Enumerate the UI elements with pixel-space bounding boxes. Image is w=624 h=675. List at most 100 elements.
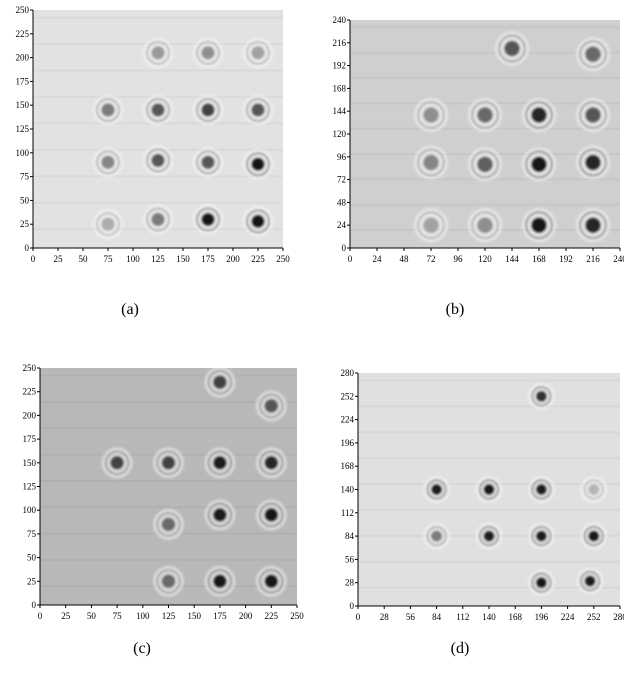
x-tick-label: 72 [427,254,436,264]
heatmap-spot [522,208,556,243]
y-tick-label: 96 [337,152,347,162]
heatmap-spot [153,565,184,597]
y-tick-label: 0 [25,243,30,253]
heatmap-spot [153,509,184,540]
x-tick-label: 240 [613,254,624,264]
heatmap-spot [414,145,448,180]
x-tick-label: 250 [276,254,290,264]
y-tick-label: 240 [333,15,347,25]
y-tick-label: 216 [333,38,347,48]
heatmap-spot [255,499,287,531]
x-tick-label: 125 [151,254,165,264]
heatmap-spot [475,476,503,503]
x-tick-label: 168 [532,254,546,264]
y-tick-label: 125 [16,124,30,134]
y-tick-label: 250 [16,5,30,15]
heatmap-spot [414,208,448,243]
y-tick-label: 48 [337,197,347,207]
heatmap-spot [204,499,236,531]
heatmap-spot [423,476,450,503]
x-tick-label: 96 [454,254,464,264]
heatmap-spot [528,522,555,550]
y-tick-label: 0 [350,601,355,611]
heatmap-spot [580,476,607,503]
heatmap-spot [576,37,610,72]
y-tick-label: 225 [16,29,30,39]
heatmap-spot [93,147,123,178]
heatmap-spot [495,31,529,66]
x-tick-label: 192 [559,254,573,264]
y-tick-label: 125 [23,482,37,492]
heatmap-spot [414,98,448,132]
heatmap-spot [93,209,123,240]
x-tick-label: 216 [586,254,600,264]
heatmap-spot [528,383,555,410]
chart-axes [347,19,621,251]
y-tick-label: 25 [20,219,30,229]
heatmap-spot [93,94,123,125]
y-tick-label: 175 [23,434,37,444]
x-tick-label: 50 [87,611,97,621]
heatmap-spot [576,98,610,132]
x-tick-label: 200 [226,254,240,264]
heatmap-spot [193,37,223,68]
x-tick-label: 112 [456,612,469,622]
x-tick-label: 28 [380,612,390,622]
y-tick-label: 175 [16,76,30,86]
x-tick-label: 175 [213,611,227,621]
x-tick-label: 175 [201,254,215,264]
x-tick-label: 150 [187,611,201,621]
y-tick-label: 100 [16,148,30,158]
x-tick-label: 50 [79,254,89,264]
y-tick-label: 50 [20,195,30,205]
x-tick-label: 100 [126,254,140,264]
heatmap-spot [576,145,610,180]
x-tick-label: 24 [373,254,383,264]
heatmap-spot [204,368,236,398]
x-tick-label: 144 [505,254,519,264]
x-tick-label: 48 [400,254,410,264]
chart-axes [355,372,621,609]
x-tick-label: 25 [54,254,64,264]
heatmap-spot [580,522,607,550]
chart-axes [30,9,284,251]
heatmap-spot [143,145,173,176]
heatmap-spot [143,204,173,235]
x-tick-label: 168 [508,612,522,622]
heatmap-spot [204,565,236,597]
y-tick-label: 120 [333,129,347,139]
x-tick-label: 225 [265,611,279,621]
y-tick-label: 150 [16,100,30,110]
y-tick-label: 100 [23,505,37,515]
y-tick-label: 25 [27,576,37,586]
y-tick-label: 225 [23,387,37,397]
heatmap-spot [143,94,173,125]
heatmap-spot [528,569,555,596]
x-tick-label: 196 [535,612,549,622]
y-tick-label: 280 [341,368,355,378]
x-tick-label: 250 [290,611,304,621]
x-tick-label: 120 [478,254,492,264]
y-tick-label: 200 [16,53,30,63]
panel-caption: (c) [133,640,151,657]
x-tick-label: 150 [176,254,190,264]
y-tick-label: 75 [20,172,30,182]
heatmap-spot [468,98,502,132]
y-tick-label: 56 [345,554,355,564]
heatmap-spot [101,447,133,479]
y-tick-label: 0 [342,243,347,253]
x-tick-label: 75 [113,611,123,621]
chart-axes [37,367,298,608]
heatmap-spot [193,94,223,125]
x-tick-label: 84 [432,612,442,622]
x-tick-label: 25 [61,611,71,621]
y-tick-label: 112 [341,508,354,518]
panel-caption: (b) [445,301,465,318]
x-tick-label: 0 [348,254,353,264]
heatmap-spot [153,447,184,479]
x-tick-label: 140 [482,612,496,622]
x-tick-label: 125 [162,611,176,621]
